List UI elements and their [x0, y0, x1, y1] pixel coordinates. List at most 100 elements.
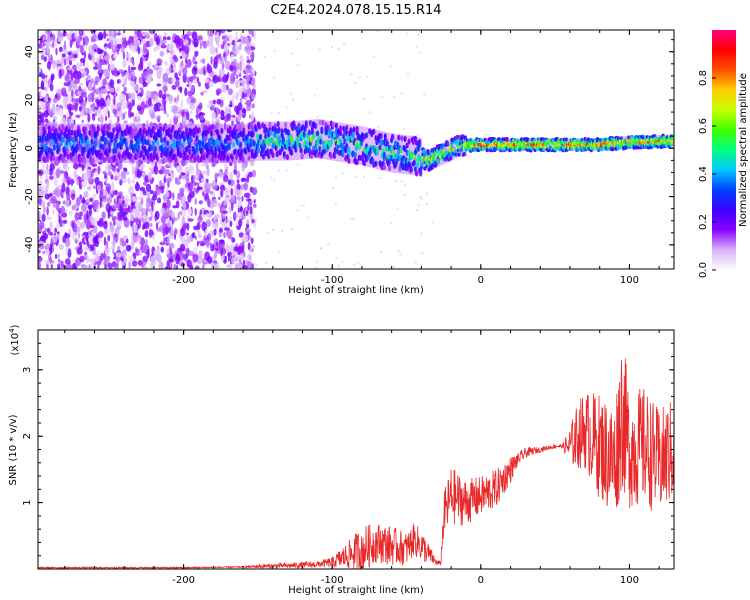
heatmap-cell [417, 204, 420, 207]
heatmap-cell [113, 201, 120, 205]
heatmap-cell [296, 209, 299, 212]
heatmap-cell [266, 231, 269, 234]
heatmap-cell [57, 30, 61, 39]
heatmap-cell [105, 246, 111, 255]
heatmap-cell [116, 102, 122, 112]
heatmap-cell [415, 46, 418, 49]
heatmap-cell [111, 64, 116, 71]
heatmap-cell [165, 177, 172, 183]
heatmap-cell [147, 77, 150, 82]
heatmap-cell [57, 234, 60, 238]
heatmap-cell [331, 46, 334, 48]
heatmap-cell [160, 246, 165, 253]
heatmap-cell [236, 74, 238, 80]
heatmap-cell [145, 183, 152, 192]
heatmap-cell [196, 50, 199, 57]
heatmap-cell [151, 201, 154, 211]
heatmap-cell [121, 37, 127, 41]
heatmap-cell [223, 115, 229, 123]
heatmap-cell [153, 165, 157, 172]
heatmap-cell [107, 171, 113, 176]
heatmap-cell [337, 47, 340, 50]
heatmap-cell [148, 228, 152, 239]
heatmap-cell [145, 208, 148, 217]
heatmap-cell [86, 210, 89, 220]
heatmap-cell [175, 200, 180, 209]
heatmap-cell [92, 193, 97, 200]
heatmap-cell [155, 222, 159, 230]
heatmap-cell [251, 43, 256, 47]
heatmap-cell [42, 35, 46, 39]
heatmap-cell [149, 222, 153, 228]
heatmap-cell [245, 228, 252, 233]
heatmap-cell [232, 93, 236, 101]
heatmap-cell [175, 181, 181, 185]
heatmap-cell [218, 170, 223, 179]
heatmap-cell [232, 70, 237, 76]
heatmap-cell [111, 204, 117, 210]
heatmap-cell [76, 247, 83, 255]
heatmap-cell [142, 171, 146, 177]
heatmap-cell [220, 57, 223, 62]
heatmap-cell [152, 93, 156, 102]
heatmap-cell [83, 190, 89, 198]
heatmap-cell [66, 57, 68, 66]
heatmap-cell [77, 232, 81, 239]
heatmap-cell [213, 263, 219, 269]
heatmap-cell [414, 261, 417, 264]
heatmap-cell [191, 66, 198, 76]
heatmap-cell [172, 192, 175, 201]
heatmap-cell [350, 217, 353, 220]
heatmap-cell [210, 229, 214, 238]
heatmap-cell [63, 82, 69, 87]
heatmap-cell [341, 261, 344, 264]
heatmap-cell [228, 230, 233, 240]
heatmap-cell [39, 212, 42, 218]
heatmap-cell [399, 253, 401, 256]
heatmap-cell [146, 66, 150, 70]
heatmap-cell [69, 189, 76, 195]
heatmap-cell [88, 197, 94, 203]
heatmap-cell [53, 177, 59, 187]
heatmap-cell [415, 208, 418, 211]
heatmap-cell [126, 93, 129, 102]
heatmap-cell [61, 182, 66, 193]
heatmap-cell [172, 67, 177, 72]
heatmap-cell [403, 193, 406, 196]
heatmap-cell [223, 174, 229, 183]
heatmap-cell [115, 222, 121, 227]
heatmap-cell [173, 263, 177, 269]
heatmap-cell [127, 177, 131, 185]
heatmap-cell [417, 34, 420, 36]
heatmap-cell [354, 81, 356, 84]
heatmap-cell [352, 218, 355, 221]
heatmap-cell [116, 51, 120, 55]
heatmap-cell [377, 126, 380, 129]
heatmap-cell [128, 65, 131, 75]
heatmap-cell [44, 244, 51, 248]
heatmap-cell [379, 177, 382, 180]
heatmap-cell [74, 202, 78, 208]
heatmap-cell [229, 220, 233, 228]
heatmap-cell [184, 39, 189, 45]
heatmap-cell [106, 197, 113, 204]
heatmap-cell [142, 224, 146, 230]
heatmap-cell [402, 127, 405, 130]
heatmap-cell [205, 196, 209, 200]
heatmap-cell [142, 32, 146, 37]
heatmap-cell [390, 65, 393, 68]
heatmap-cell [133, 223, 138, 234]
heatmap-cell [245, 198, 252, 202]
heatmap-cell [159, 50, 165, 57]
heatmap-cell [57, 263, 61, 269]
heatmap-cell [128, 102, 133, 111]
heatmap-cell [46, 216, 52, 220]
heatmap-cell [246, 260, 253, 269]
heatmap-cell [210, 56, 213, 65]
heatmap-cell [350, 73, 353, 76]
heatmap-cell [59, 107, 63, 117]
heatmap-cell [175, 255, 181, 265]
heatmap-cell [192, 56, 196, 65]
heatmap-cell [180, 262, 186, 268]
heatmap-cell [224, 42, 228, 52]
